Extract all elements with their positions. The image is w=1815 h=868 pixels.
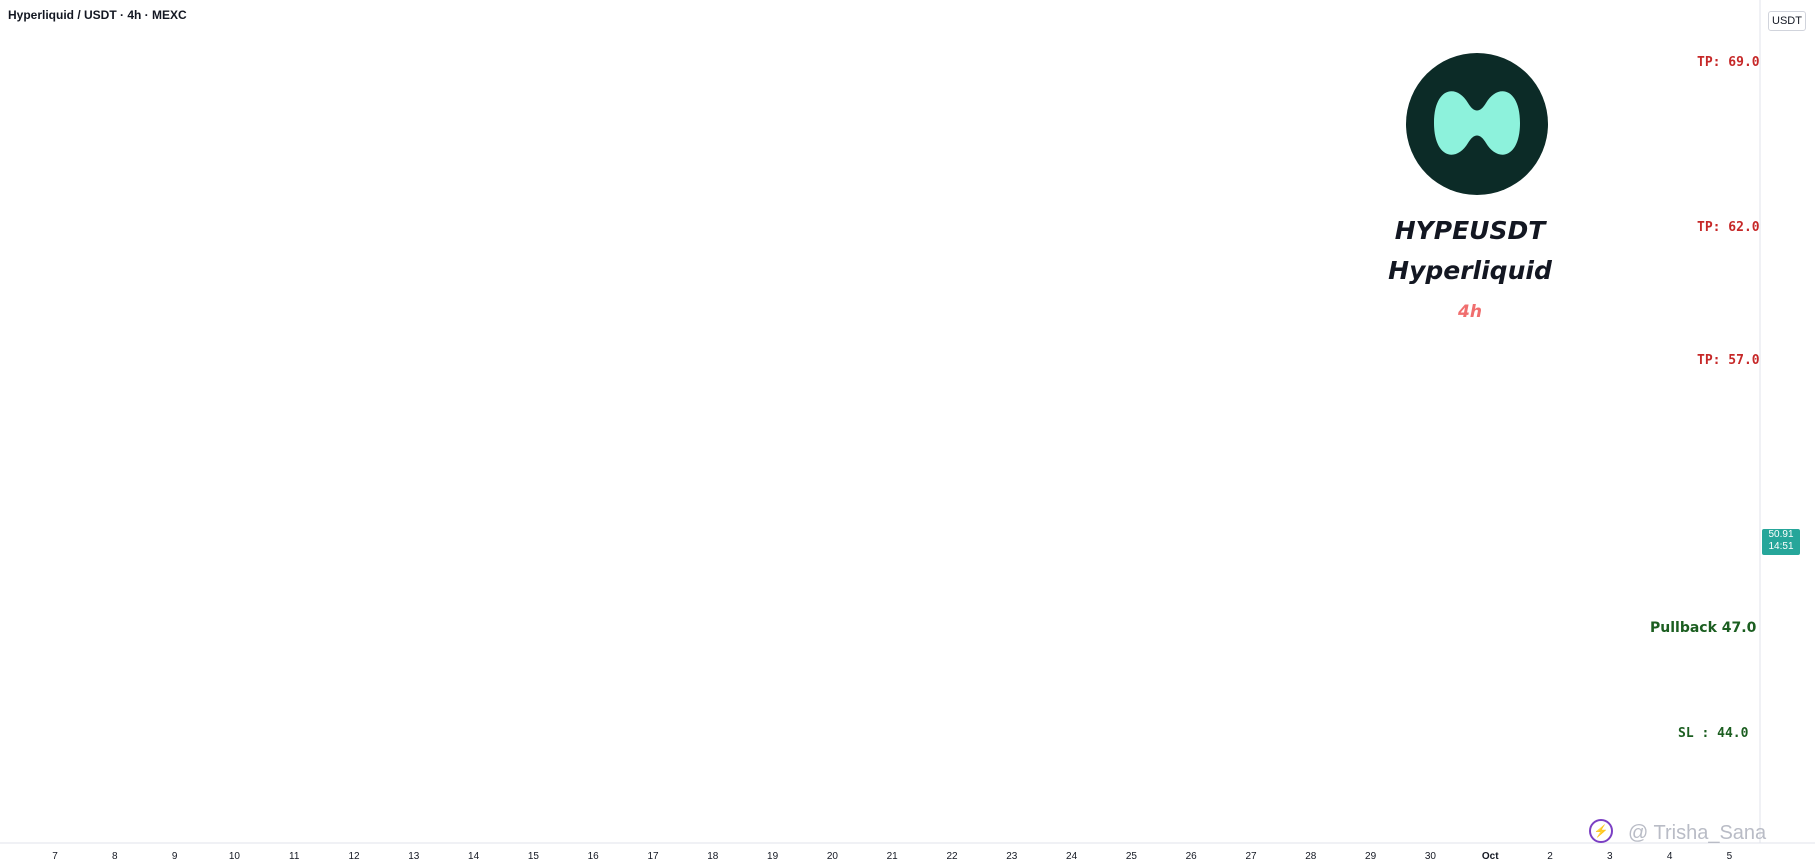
symbol-title: HYPEUSDT	[1394, 216, 1546, 245]
bar-countdown: 14:51	[1768, 541, 1794, 552]
x-tick-label: 10	[229, 851, 241, 862]
author-watermark: @ Trisha_Sana	[1628, 822, 1767, 844]
timeframe-label: 4h	[1458, 302, 1482, 322]
x-tick-label: 20	[827, 851, 839, 862]
x-tick-label: 7	[52, 851, 58, 862]
x-tick-label: 28	[1305, 851, 1317, 862]
chart-header-title: Hyperliquid / USDT · 4h · MEXC	[8, 8, 187, 22]
x-tick-label: 11	[289, 851, 300, 862]
pullback-label: Pullback 47.0	[1650, 620, 1757, 636]
x-tick-label: 29	[1365, 851, 1377, 862]
x-tick-label: 22	[946, 851, 958, 862]
x-tick-label: 8	[112, 851, 118, 862]
x-tick-label: 21	[887, 851, 899, 862]
x-tick-label: 16	[588, 851, 600, 862]
x-tick-label: 2	[1547, 851, 1553, 862]
x-tick-label: 9	[172, 851, 178, 862]
x-tick-label: 24	[1066, 851, 1078, 862]
tp2-label: TP: 62.0	[1697, 220, 1760, 235]
x-tick-label: Oct	[1482, 851, 1499, 862]
x-tick-label: 5	[1727, 851, 1733, 862]
last-price-value: 50.91	[1768, 529, 1794, 540]
lightning-icon: ⚡	[1589, 819, 1613, 843]
x-tick-label: 23	[1006, 851, 1018, 862]
tp1-label: TP: 69.0	[1697, 55, 1760, 70]
x-tick-label: 30	[1425, 851, 1437, 862]
x-tick-label: 13	[408, 851, 420, 862]
x-tick-label: 14	[468, 851, 480, 862]
x-tick-label: 27	[1245, 851, 1257, 862]
x-tick-label: 18	[707, 851, 719, 862]
asset-name-title: Hyperliquid	[1388, 256, 1552, 285]
x-tick-label: 19	[767, 851, 779, 862]
axis-unit-label[interactable]: USDT	[1768, 11, 1806, 31]
stop-loss-label: SL : 44.0	[1678, 726, 1749, 741]
x-tick-label: 26	[1186, 851, 1198, 862]
x-tick-label: 4	[1667, 851, 1673, 862]
hyperliquid-logo-icon	[1406, 53, 1548, 195]
x-tick-label: 3	[1607, 851, 1613, 862]
x-tick-label: 25	[1126, 851, 1138, 862]
last-price-badge: 50.91 14:51	[1762, 529, 1800, 555]
x-tick-label: 17	[647, 851, 659, 862]
tp3-label: TP: 57.0	[1697, 353, 1760, 368]
x-tick-label: 12	[348, 851, 360, 862]
x-tick-label: 15	[528, 851, 540, 862]
